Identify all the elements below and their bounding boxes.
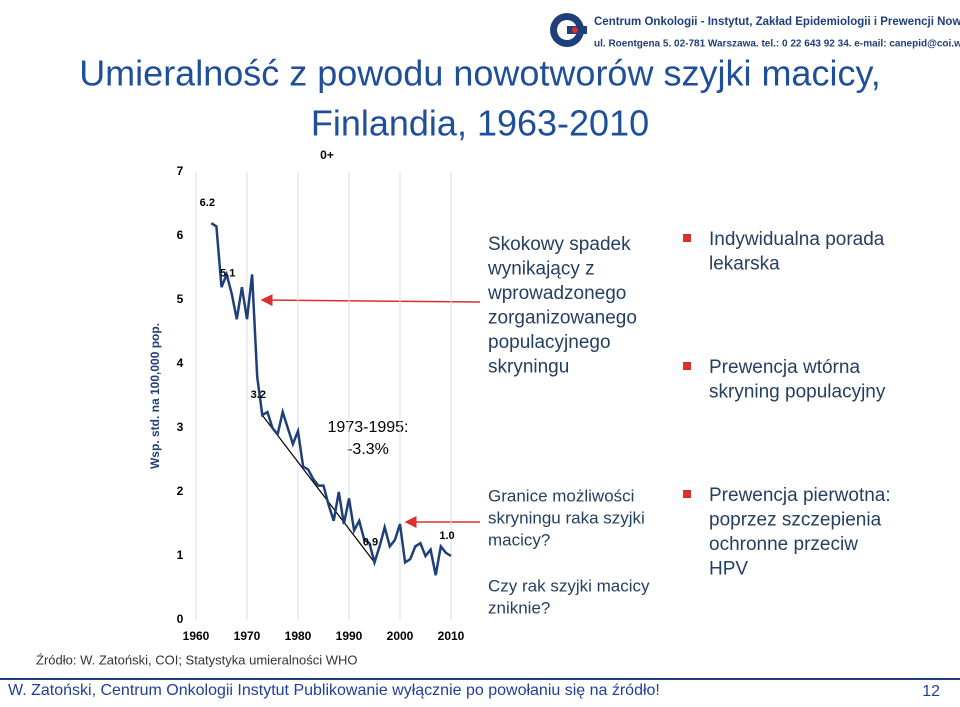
footer: W. Zatoński, Centrum Onkologii Instytut … xyxy=(8,682,660,699)
source: Źródło: W. Zatoński, COI; Statystyka umi… xyxy=(36,652,357,667)
note-text: Skokowy spadek xyxy=(488,234,631,255)
bullet-text: poprzez szczepienia xyxy=(709,510,882,531)
y-tick-label: 2 xyxy=(177,484,184,498)
data-label: 1.0 xyxy=(439,530,454,542)
data-label: 5.1 xyxy=(220,268,235,280)
x-tick-label: 2000 xyxy=(387,629,414,643)
y-tick-label: 4 xyxy=(177,356,184,370)
address: ul. Roentgena 5. 02-781 Warszawa. tel.: … xyxy=(594,39,960,50)
y-tick-label: 7 xyxy=(177,164,184,178)
note-text: macicy? xyxy=(488,530,550,549)
bullet-text: Prewencja pierwotna: xyxy=(709,485,891,506)
bullet xyxy=(683,234,691,242)
y-tick-label: 5 xyxy=(177,292,184,306)
note-text: wprowadzonego xyxy=(487,283,626,304)
bullet-text: ochronne przeciw xyxy=(709,534,858,555)
slide-title: Finlandia, 1963-2010 xyxy=(311,103,649,144)
slide-title: Umieralność z powodu nowotworów szyjki m… xyxy=(79,53,881,94)
note-text: skryningu raka szyjki xyxy=(488,508,645,527)
bullet-text: HPV xyxy=(709,559,748,580)
bullet-text: lekarska xyxy=(709,254,780,275)
x-tick-label: 1990 xyxy=(336,629,363,643)
y-tick-label: 0 xyxy=(177,612,184,626)
bullet-text: skryning populacyjny xyxy=(709,382,886,403)
x-tick-label: 1960 xyxy=(183,629,210,643)
note-text: skryningu xyxy=(488,357,569,378)
data-line xyxy=(210,222,452,576)
trend-line xyxy=(261,414,375,563)
bullet-text: Indywidualna porada xyxy=(709,229,885,250)
bullet xyxy=(683,490,691,498)
institution: Centrum Onkologii - Instytut, Zakład Epi… xyxy=(594,16,960,28)
page-number: 12 xyxy=(922,683,940,700)
arrow xyxy=(260,294,481,307)
x-tick-label: 2010 xyxy=(438,629,465,643)
data-label: 6.2 xyxy=(200,197,215,209)
y-tick-label: 6 xyxy=(177,228,184,242)
chart-title: 0+ xyxy=(320,148,334,162)
note-text: zorganizowanego xyxy=(488,308,637,329)
annotation: 1973-1995: xyxy=(328,419,409,436)
y-tick-label: 1 xyxy=(177,548,184,562)
annotation: -3.3% xyxy=(347,441,389,458)
data-label: 3.2 xyxy=(251,389,266,401)
bullet xyxy=(683,362,691,370)
note-text: Granice możliwości xyxy=(488,486,634,505)
logo xyxy=(550,13,587,47)
data-label: 0.9 xyxy=(363,536,378,548)
note-text: wynikający z xyxy=(487,259,595,280)
bullet-text: Prewencja wtórna xyxy=(709,357,860,378)
note-text: zniknie? xyxy=(488,598,550,617)
y-axis-label: Wsp. std. na 100,000 pop. xyxy=(148,323,162,469)
note-text: Czy rak szyjki macicy xyxy=(488,576,650,595)
note-text: populacyjnego xyxy=(488,332,611,353)
x-tick-label: 1980 xyxy=(285,629,312,643)
x-tick-label: 1970 xyxy=(234,629,261,643)
y-tick-label: 3 xyxy=(177,420,184,434)
